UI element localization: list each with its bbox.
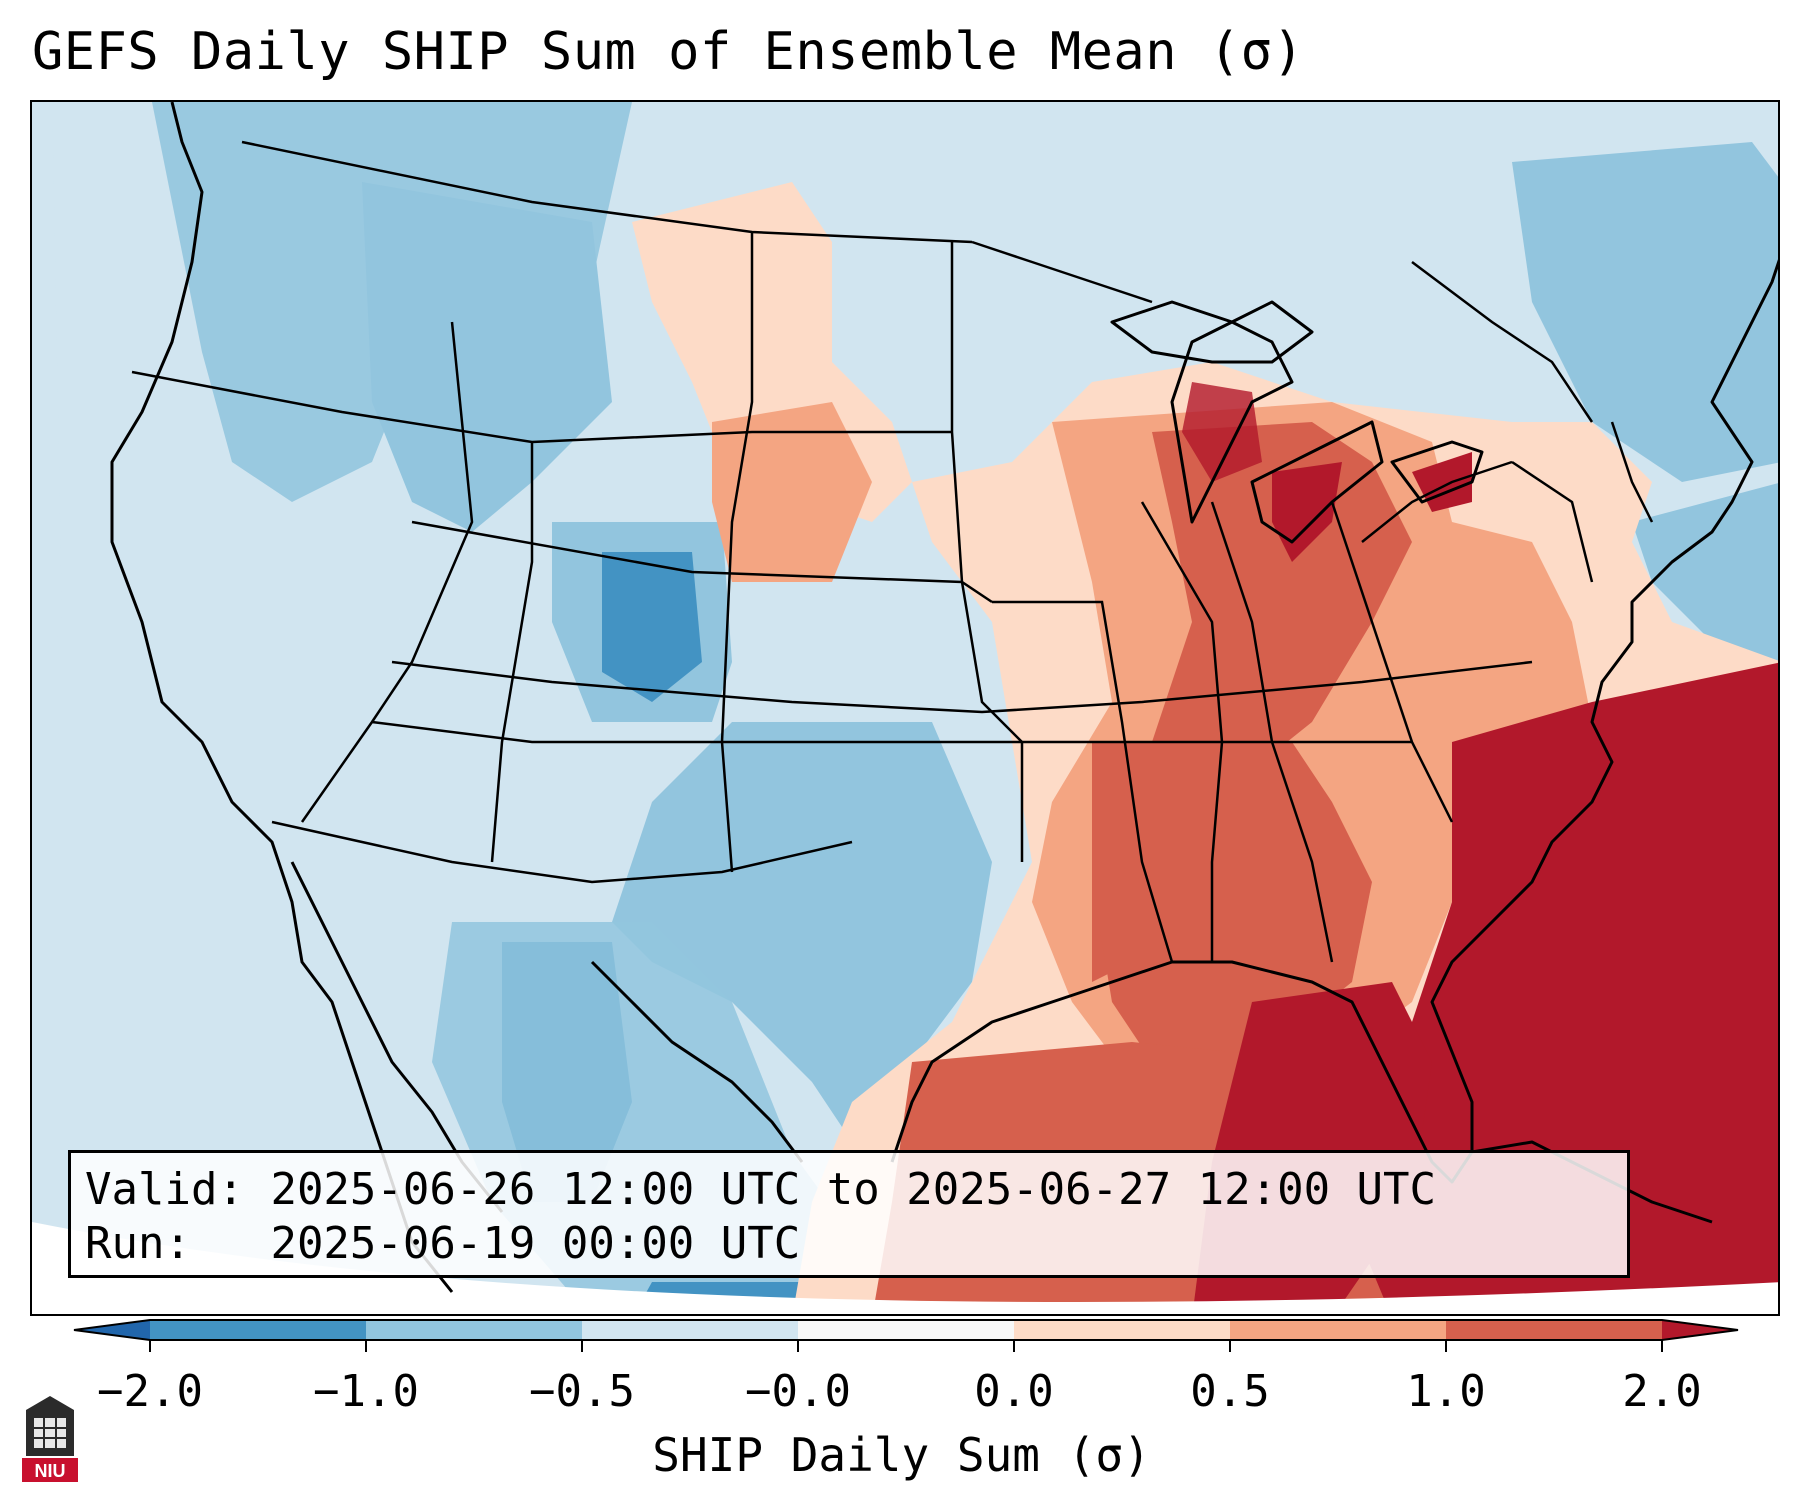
lake-erie-shore xyxy=(1250,420,1384,544)
lake-superior-shore xyxy=(1110,300,1314,364)
border-row-6 xyxy=(271,820,853,884)
colorbar-bin xyxy=(1446,1320,1662,1340)
colorbar-ticks xyxy=(149,1340,1663,1352)
lake-ontario-shore xyxy=(1390,440,1484,504)
colorbar-tick-label: −2.0 xyxy=(97,1366,203,1417)
atlantic-gulf-coast xyxy=(890,259,1778,1184)
field-atlantic-negative xyxy=(1632,483,1778,661)
colorbar-bin xyxy=(366,1320,582,1340)
field-texas-negative xyxy=(612,722,992,1142)
run-label: Run: xyxy=(85,1218,191,1269)
off-domain-south xyxy=(32,1222,1778,1314)
border-row-3 xyxy=(411,520,993,604)
colorbar-tick-label: −0.0 xyxy=(745,1366,851,1417)
valid-value: 2025-06-26 12:00 UTC to 2025-06-27 12:00… xyxy=(270,1164,1437,1215)
border-wyoming-colorado-nm xyxy=(720,232,754,873)
colorbar-under-arrow xyxy=(74,1320,150,1340)
colorbar-bin xyxy=(1230,1320,1446,1340)
colorbar xyxy=(73,1319,1739,1352)
field-rockies-negative xyxy=(362,182,612,532)
us-canada-border-west xyxy=(241,140,973,244)
colorbar-tick-label: 2.0 xyxy=(1622,1366,1702,1417)
colorbar-tick-label: 0.5 xyxy=(1190,1366,1270,1417)
field-lake-ontario-extreme-positive xyxy=(1412,452,1472,512)
border-dakota-nebraska-kansas-ok xyxy=(950,242,1024,862)
border-ohio-pa xyxy=(1361,460,1513,543)
colorbar-bin xyxy=(798,1320,1014,1340)
border-mississippi xyxy=(1140,501,1224,962)
colorbar-bin xyxy=(1014,1320,1230,1340)
border-missouri-arkansas xyxy=(992,600,1174,963)
run-value: 2025-06-19 00:00 UTC xyxy=(270,1218,801,1269)
border-utah xyxy=(490,442,534,863)
logo-text: NIU xyxy=(35,1461,66,1481)
colorbar-over-arrow xyxy=(1662,1320,1738,1340)
niu-logo: NIU xyxy=(22,1396,78,1482)
mexico-interior-line xyxy=(590,960,804,1163)
colorbar-bin xyxy=(150,1320,366,1340)
colorbar-tick-label: 1.0 xyxy=(1406,1366,1486,1417)
map-panel xyxy=(30,100,1780,1316)
colorbar-tick-label: −0.5 xyxy=(529,1366,635,1417)
map-title: GEFS Daily SHIP Sum of Ensemble Mean (σ) xyxy=(32,22,1305,82)
us-canada-border-east xyxy=(1411,261,1594,423)
colorbar-tick-label: 0.0 xyxy=(974,1366,1054,1417)
field-michigan-extreme-positive xyxy=(1182,382,1262,482)
colorbar-bin xyxy=(582,1320,798,1340)
colorbar-axis-label: SHIP Daily Sum (σ) xyxy=(652,1428,1151,1482)
colorbar-tick-label: −1.0 xyxy=(313,1366,419,1417)
logo-banner xyxy=(22,1458,78,1482)
border-row-4 xyxy=(391,660,1533,714)
border-new-york xyxy=(1511,460,1594,583)
pacific-coast xyxy=(110,102,454,1293)
field-southeast-strong-positive xyxy=(1092,742,1372,1062)
border-new-england xyxy=(1610,421,1654,523)
political-borders xyxy=(131,140,1654,963)
field-lake-erie-extreme-positive xyxy=(1272,462,1342,562)
anomaly-map xyxy=(32,102,1778,1314)
field-plains-positive xyxy=(712,402,872,582)
border-idaho-nevada xyxy=(300,321,474,823)
border-row-5 xyxy=(371,720,1412,744)
us-canada-border-central xyxy=(971,240,1153,304)
field-colorado-strong-negative xyxy=(602,552,702,702)
off-domain-west xyxy=(32,102,62,662)
field-northeast-negative xyxy=(1512,142,1778,482)
border-carolinas xyxy=(1330,501,1454,823)
logo-window-panel xyxy=(34,1418,66,1448)
valid-run-box: Valid: 2025-06-26 12:00 UTC to 2025-06-2… xyxy=(68,1150,1630,1278)
lake-michigan-shore xyxy=(1170,320,1294,524)
valid-label: Valid: xyxy=(85,1164,244,1215)
border-alabama-georgia xyxy=(1210,501,1334,963)
